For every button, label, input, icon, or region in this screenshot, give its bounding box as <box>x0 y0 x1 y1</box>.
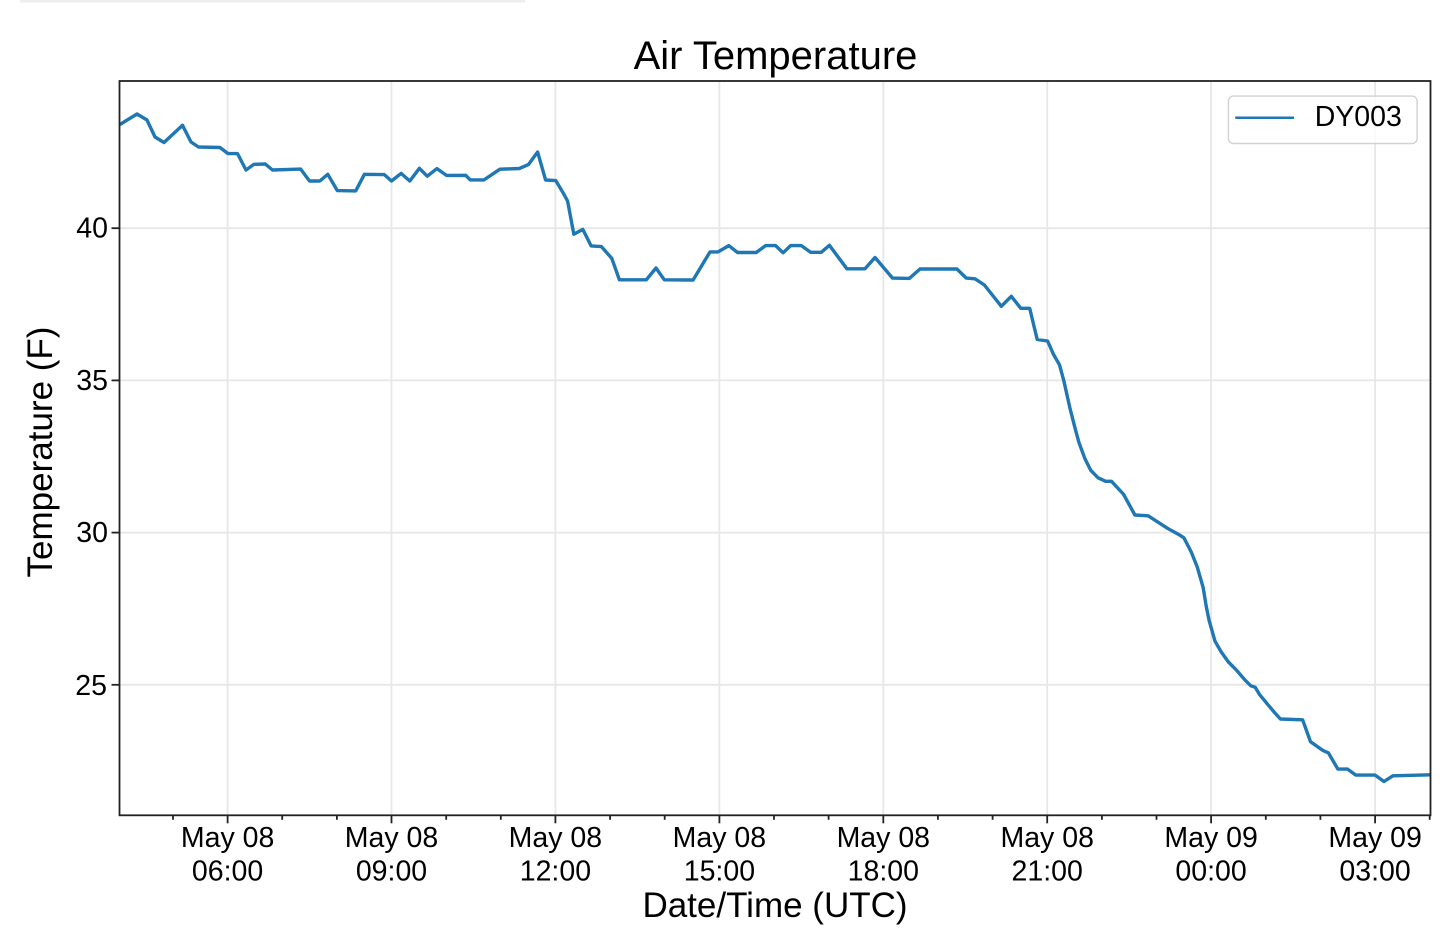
svg-text:May 09: May 09 <box>1328 822 1421 854</box>
svg-text:12:00: 12:00 <box>520 855 591 887</box>
svg-text:Temperature (F): Temperature (F) <box>21 327 60 578</box>
svg-text:30: 30 <box>76 517 108 549</box>
svg-text:May 08: May 08 <box>673 822 766 854</box>
svg-text:09:00: 09:00 <box>356 855 427 887</box>
svg-text:DY003: DY003 <box>1315 101 1402 133</box>
svg-text:35: 35 <box>76 365 108 397</box>
svg-text:15:00: 15:00 <box>684 855 755 887</box>
svg-text:May 08: May 08 <box>345 822 438 854</box>
svg-text:May 08: May 08 <box>837 822 930 854</box>
svg-text:Date/Time (UTC): Date/Time (UTC) <box>642 886 907 925</box>
svg-text:00:00: 00:00 <box>1175 855 1246 887</box>
svg-text:21:00: 21:00 <box>1012 855 1083 887</box>
svg-text:06:00: 06:00 <box>192 855 263 887</box>
svg-text:40: 40 <box>76 213 108 245</box>
svg-text:18:00: 18:00 <box>848 855 919 887</box>
svg-text:03:00: 03:00 <box>1339 855 1410 887</box>
svg-text:May 08: May 08 <box>1000 822 1093 854</box>
svg-text:May 08: May 08 <box>181 822 274 854</box>
svg-text:Air Temperature: Air Temperature <box>634 34 918 78</box>
svg-text:May 09: May 09 <box>1164 822 1257 854</box>
svg-text:May 08: May 08 <box>509 822 602 854</box>
svg-text:25: 25 <box>75 670 107 702</box>
